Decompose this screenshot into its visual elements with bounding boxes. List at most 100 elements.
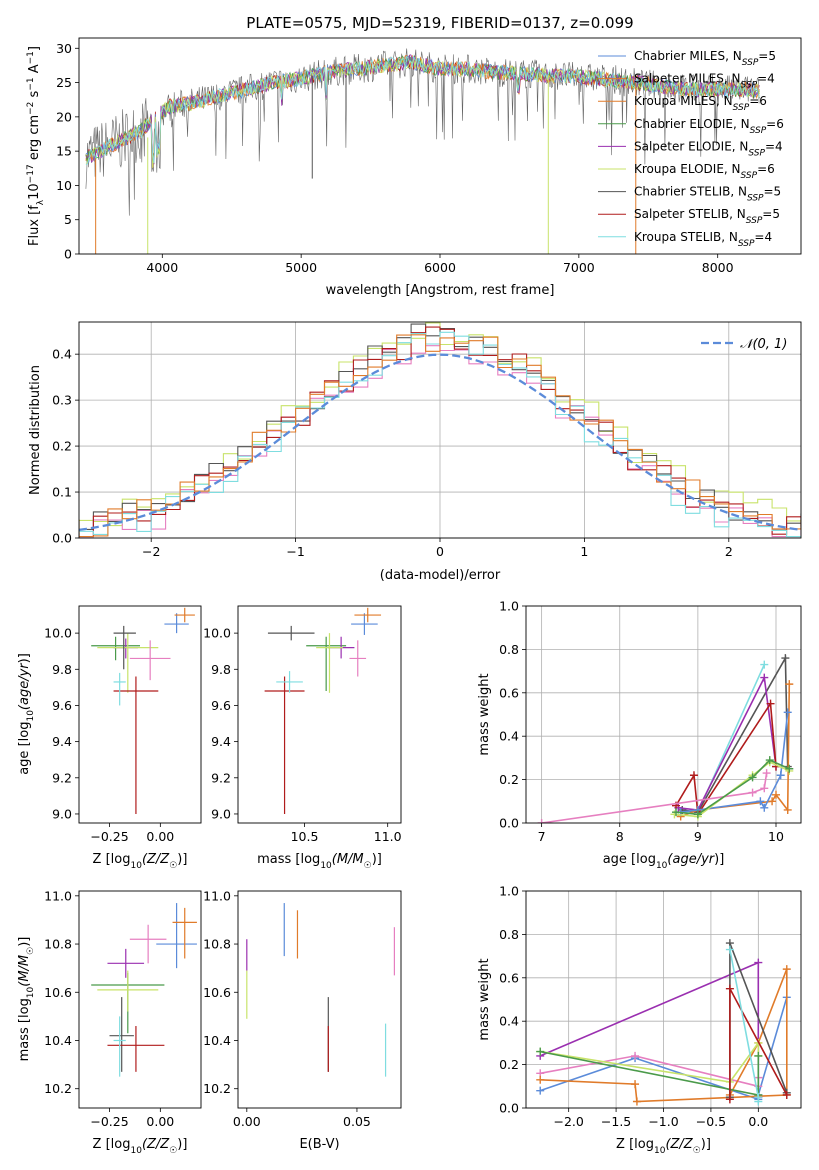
label-part: )] (714, 852, 724, 867)
tick-label-y: 5 (64, 212, 72, 227)
weight-marker (725, 945, 734, 954)
tick-label-x: 4000 (146, 260, 178, 275)
label-part: 10 (26, 986, 36, 998)
label-part: Z [ (93, 852, 111, 867)
label-part: Kroupa ELODIE, N (634, 162, 741, 176)
weight-marker (536, 1047, 545, 1056)
weight-marker (785, 764, 794, 773)
label-part: Kroupa MILES, N (634, 94, 733, 108)
weight-line (678, 674, 777, 811)
weight-line (541, 772, 768, 823)
weight-marker (725, 984, 734, 993)
weight-marker (781, 654, 790, 663)
label-part: Flux [f (27, 205, 42, 246)
weight-line (540, 1040, 760, 1083)
tick-label-x: 0 (436, 544, 444, 559)
label-part: (Z/Z (142, 1137, 170, 1152)
tick-label-x: 10 (768, 829, 784, 844)
weight-marker (754, 1051, 763, 1060)
tick-label-x: −0.25 (90, 1114, 128, 1129)
y-axis-label: mass weight (477, 958, 492, 1040)
label-part: (Z/Z (665, 1137, 693, 1152)
tick-label-y: 0.4 (52, 347, 72, 362)
axes-frame (237, 890, 402, 1109)
y-axis-label: mass [log10(M/M☉)] (17, 937, 36, 1062)
legend-entry: Kroupa ELODIE, NSSP=6 (634, 162, 775, 181)
tick-label-y: 0.4 (499, 729, 519, 744)
legend-entry: Chabrier STELIB, NSSP=5 (634, 185, 781, 204)
label-part: 10 (654, 1146, 666, 1156)
label-part: log (17, 998, 32, 1018)
chart-residuals: −2 −1 0 1 2 0.0 0.1 0.2 0.3 0.4 (data-model)/error… (28, 321, 802, 583)
tick-label-y: 9.4 (52, 734, 72, 749)
tick-label-x: 10.5 (291, 829, 319, 844)
legend-entry: Chabrier MILES, NSSP=5 (634, 49, 776, 68)
tick-label-x: −1.5 (601, 1114, 631, 1129)
label-part: mass [ (257, 852, 300, 867)
plot-area (536, 939, 791, 1106)
y-axis-label: mass weight (477, 673, 492, 755)
weight-marker (768, 797, 777, 806)
label-part: =4 (765, 139, 783, 153)
plot-area (91, 903, 197, 1077)
tick-label-y: 10.4 (203, 1033, 231, 1048)
tick-label-y: 0 (64, 247, 72, 262)
axes-frame (525, 605, 802, 824)
label-part: =4 (757, 72, 775, 86)
tick-label-y: 0.0 (499, 1101, 519, 1116)
tick-label-x: −1.0 (648, 1114, 678, 1129)
tick-label-x: 5000 (285, 260, 317, 275)
axes-frame (78, 605, 202, 824)
tick-label-x: 0.00 (146, 829, 174, 844)
legend-entry: Kroupa MILES, NSSP=6 (634, 94, 767, 113)
tick-label-y: 9.8 (211, 662, 231, 677)
x-axis-label: (data-model)/error (380, 568, 501, 583)
label-part: (M/M (332, 852, 364, 867)
label-part: λ (36, 199, 46, 205)
label-part: )] (372, 852, 382, 867)
label-part: SSP (747, 194, 764, 204)
weight-marker (772, 790, 780, 799)
spectrum-line (85, 55, 760, 166)
axes-frame (78, 321, 802, 539)
label-part: )] (17, 653, 32, 663)
label-part: 10 (131, 861, 143, 871)
label-part: Salpeter STELIB, N (634, 207, 746, 221)
label-part: log (17, 722, 32, 742)
label-part: (Z/Z (142, 852, 170, 867)
weight-line (539, 961, 760, 1098)
tick-label-y: 9.2 (211, 770, 231, 785)
tick-label-y: 20 (56, 109, 72, 124)
tick-label-x: 0.00 (146, 1114, 174, 1129)
tick-label-y: 10.0 (44, 626, 72, 641)
weight-marker (783, 805, 792, 814)
tick-label-y: 10.6 (44, 985, 72, 1000)
weight-marker (762, 769, 771, 778)
weight-marker (760, 660, 769, 669)
x-axis-label: Z [log10(Z/Z☉)] (93, 852, 188, 871)
label-part: ☉ (169, 861, 177, 871)
weight-marker (631, 1080, 640, 1089)
weight-line (678, 664, 766, 813)
chart-age_vs_mass: 10.5 11.0 9.0 9.2 9.4 9.6 9.8 10.0 mass [log10(M… (203, 605, 402, 871)
label-part: 10 (656, 861, 668, 871)
y-axis-label: Normed distribution (28, 365, 43, 495)
tick-label-x: −2.0 (553, 1114, 583, 1129)
x-axis-label: age [log10(age/yr)] (603, 852, 725, 871)
tick-label-x: 9 (694, 829, 702, 844)
tick-label-y: 10.2 (44, 1081, 72, 1096)
axes-frame (78, 37, 802, 255)
weight-marker (776, 771, 785, 780)
label-part: s (27, 90, 42, 101)
tick-label-x: 2 (725, 544, 733, 559)
label-part: SSP (750, 126, 767, 136)
label-part: SSP (748, 148, 765, 158)
label-part: Chabrier MILES, N (634, 49, 742, 63)
weight-marker (782, 965, 791, 974)
label-part: −1 (26, 51, 36, 64)
label-part: =5 (762, 207, 780, 221)
tick-label-y: 10.2 (203, 1081, 231, 1096)
tick-label-y: 0.4 (499, 1014, 519, 1029)
tick-label-y: 0.6 (499, 970, 519, 985)
label-part: −17 (26, 164, 36, 183)
